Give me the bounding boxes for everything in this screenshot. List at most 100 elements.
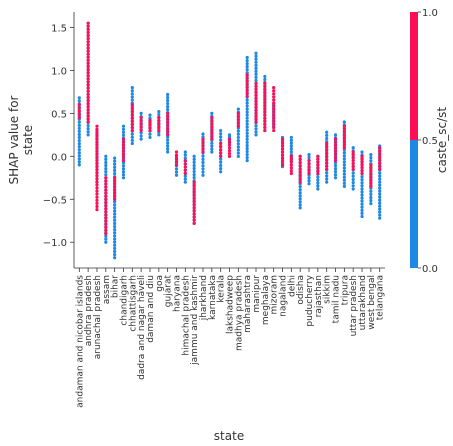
- data-point: [369, 153, 373, 157]
- data-point: [192, 190, 196, 194]
- data-point: [351, 187, 355, 191]
- y-tick-label: −1.0: [43, 238, 67, 249]
- x-tick-label: puducherry: [305, 274, 315, 326]
- data-point: [298, 194, 302, 198]
- data-point: [77, 116, 81, 120]
- data-point: [378, 201, 382, 205]
- data-point: [113, 206, 117, 210]
- data-point: [360, 193, 364, 197]
- data-point: [254, 81, 258, 85]
- data-point: [245, 65, 249, 69]
- data-point: [121, 130, 126, 134]
- data-point: [201, 157, 205, 161]
- data-point: [95, 192, 99, 196]
- data-point: [86, 80, 90, 84]
- data-point: [183, 168, 187, 172]
- data-point: [166, 111, 170, 115]
- data-point: [351, 150, 355, 154]
- data-point: [166, 124, 170, 128]
- data-point: [121, 140, 126, 144]
- data-point: [86, 24, 90, 28]
- data-point: [113, 212, 117, 216]
- data-point: [130, 125, 134, 129]
- data-point: [210, 150, 214, 154]
- data-point: [245, 110, 249, 114]
- data-point: [254, 108, 258, 112]
- data-point: [245, 101, 249, 105]
- data-point: [130, 86, 134, 90]
- data-point: [325, 171, 329, 175]
- data-point: [77, 138, 81, 143]
- data-point: [325, 167, 329, 171]
- data-point: [121, 127, 126, 131]
- data-point: [192, 154, 196, 158]
- data-point: [378, 174, 382, 178]
- data-point: [201, 170, 205, 174]
- data-point: [254, 66, 258, 70]
- data-point: [342, 154, 346, 158]
- data-point: [113, 168, 117, 173]
- data-point: [86, 117, 90, 121]
- data-point: [192, 218, 196, 222]
- x-tick-label: andhra pradesh: [84, 275, 94, 346]
- data-point: [369, 201, 373, 206]
- x-tick-label: uttarakhand: [358, 275, 368, 330]
- data-point: [263, 77, 267, 82]
- data-point: [369, 189, 373, 193]
- data-point: [166, 95, 170, 100]
- data-point: [298, 180, 302, 184]
- x-tick-label: uttar pradesh: [349, 275, 359, 336]
- data-point: [86, 52, 90, 56]
- data-point: [236, 111, 240, 115]
- data-point: [192, 183, 196, 187]
- data-point: [333, 155, 338, 160]
- data-point: [166, 138, 170, 142]
- data-point: [360, 196, 364, 200]
- data-point: [219, 170, 223, 174]
- data-point: [254, 117, 258, 121]
- data-point: [210, 119, 214, 123]
- data-point: [342, 124, 346, 128]
- data-point: [104, 191, 108, 195]
- data-point: [307, 159, 311, 163]
- data-point: [210, 147, 214, 151]
- data-point: [104, 194, 108, 199]
- data-point: [280, 137, 285, 141]
- data-point: [342, 151, 346, 155]
- data-point: [201, 167, 205, 171]
- data-point: [86, 111, 90, 115]
- data-point: [263, 110, 267, 114]
- data-point: [360, 199, 364, 203]
- data-point: [298, 170, 302, 175]
- data-point: [139, 128, 143, 133]
- data-point: [245, 68, 249, 72]
- data-point: [130, 112, 134, 117]
- data-point: [307, 162, 311, 166]
- data-point: [298, 167, 302, 171]
- data-point: [272, 98, 276, 102]
- data-point: [121, 137, 126, 141]
- x-tick-label: nagaland: [279, 275, 289, 317]
- data-point: [369, 192, 373, 196]
- data-point: [166, 127, 170, 131]
- data-point: [342, 172, 346, 176]
- data-point: [95, 170, 99, 175]
- data-point: [104, 213, 108, 217]
- data-point: [378, 198, 382, 202]
- data-point: [227, 133, 232, 137]
- data-point: [360, 171, 364, 176]
- data-point: [289, 147, 293, 151]
- data-point: [130, 98, 134, 102]
- data-point: [166, 98, 170, 103]
- data-point: [263, 91, 267, 95]
- data-point: [86, 58, 90, 62]
- data-point: [139, 119, 143, 123]
- colorbar-tick-label: 0.0: [422, 264, 438, 275]
- data-point: [86, 89, 90, 93]
- data-point: [219, 163, 223, 168]
- data-point: [272, 104, 276, 108]
- data-point: [378, 177, 382, 181]
- data-point: [245, 79, 249, 83]
- data-point: [245, 131, 249, 135]
- data-point: [325, 151, 329, 155]
